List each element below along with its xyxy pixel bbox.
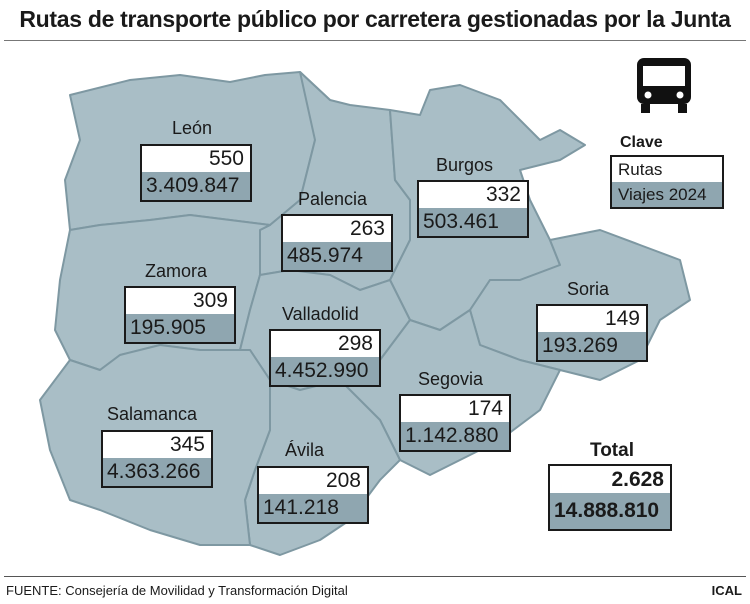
viajes-value: 4.452.990 xyxy=(271,357,379,385)
bus-icon xyxy=(637,58,691,113)
province-label-soria: Soria xyxy=(567,279,610,299)
divider xyxy=(4,576,746,577)
province-label-leon: León xyxy=(172,118,213,138)
total-rutas: 2.628 xyxy=(611,468,664,491)
page-title: Rutas de transporte público por carreter… xyxy=(19,6,731,32)
province-box-zamora: 309 195.905 xyxy=(124,286,236,344)
rutas-value: 263 xyxy=(349,217,385,240)
total-viajes: 14.888.810 xyxy=(550,493,670,529)
viajes-value: 195.905 xyxy=(126,314,234,342)
rutas-value: 309 xyxy=(192,289,228,312)
province-box-avila: 208 141.218 xyxy=(257,466,369,524)
province-label-burgos: Burgos xyxy=(436,155,494,175)
viajes-value: 141.218 xyxy=(259,494,367,522)
rutas-value: 208 xyxy=(325,469,361,492)
legend-rutas: Rutas xyxy=(618,160,663,179)
rutas-value: 298 xyxy=(337,332,373,355)
province-box-palencia: 263 485.974 xyxy=(281,214,393,272)
viajes-value: 485.974 xyxy=(283,242,391,270)
viajes-value: 1.142.880 xyxy=(401,422,509,450)
province-label-zamora: Zamora xyxy=(145,261,208,281)
province-box-valladolid: 298 4.452.990 xyxy=(269,329,381,387)
viajes-value: 3.409.847 xyxy=(142,172,250,200)
province-label-valladolid: Valladolid xyxy=(282,304,359,324)
source-note: FUENTE: Consejería de Movilidad y Transf… xyxy=(6,583,348,598)
total-box: 2.628 14.888.810 xyxy=(548,464,672,531)
province-box-segovia: 174 1.142.880 xyxy=(399,394,511,452)
province-label-palencia: Palencia xyxy=(298,189,368,209)
province-label-salamanca: Salamanca xyxy=(107,404,198,424)
viajes-value: 193.269 xyxy=(538,332,646,360)
viajes-value: 4.363.266 xyxy=(103,458,211,486)
province-box-soria: 149 193.269 xyxy=(536,304,648,362)
rutas-value: 149 xyxy=(604,307,640,330)
legend-viajes: Viajes 2024 xyxy=(612,182,722,207)
province-label-segovia: Segovia xyxy=(418,369,484,389)
legend-title: Clave xyxy=(620,134,663,151)
province-label-avila: Ávila xyxy=(285,440,325,460)
province-box-salamanca: 345 4.363.266 xyxy=(101,430,213,488)
credit: ICAL xyxy=(711,583,742,598)
rutas-value: 550 xyxy=(208,147,244,170)
rutas-value: 174 xyxy=(467,397,503,420)
viajes-value: 503.461 xyxy=(419,208,527,236)
total-label: Total xyxy=(590,440,634,461)
divider xyxy=(4,40,746,41)
rutas-value: 345 xyxy=(169,433,205,456)
province-box-leon: 550 3.409.847 xyxy=(140,144,252,202)
province-box-burgos: 332 503.461 xyxy=(417,180,529,238)
rutas-value: 332 xyxy=(485,183,521,206)
legend: Rutas Viajes 2024 xyxy=(610,155,724,209)
